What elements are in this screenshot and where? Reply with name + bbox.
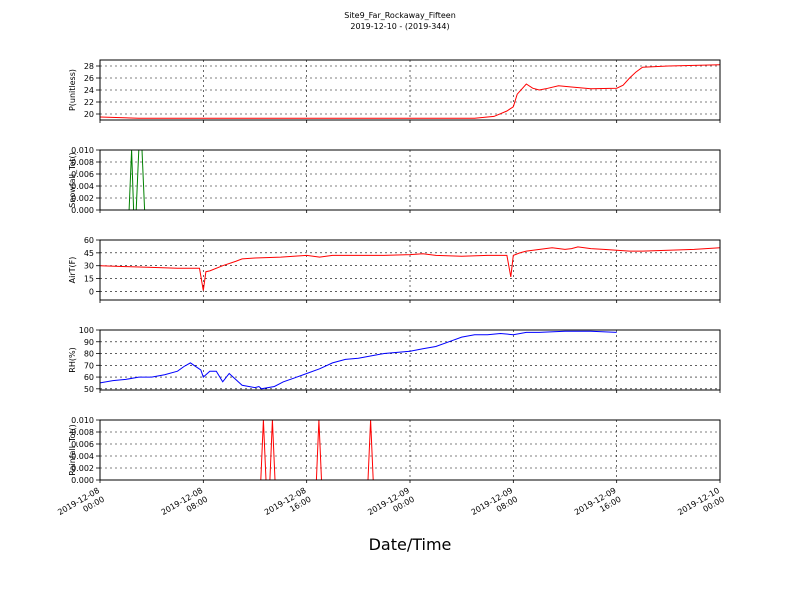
y-tick-label: 45 (84, 249, 94, 258)
y-tick-label: 0.000 (71, 206, 94, 215)
panel-3: 0 15 30 45 60 AirT(F) (68, 236, 721, 303)
panel-5: 0.000 0.002 0.004 0.006 0.008 0.010Rainfall_T… (68, 416, 721, 485)
x-tick-label: 2019-12-0908:00 (470, 486, 520, 526)
y-axis-label: RH(%) (68, 347, 77, 372)
y-tick-label: 28 (84, 62, 94, 71)
y-tick-label: 0.006 (71, 440, 94, 449)
y-tick-label: 80 (84, 350, 94, 359)
y-axis-label: Rainfall_Tot() (68, 424, 77, 476)
x-tick-label: 2019-12-1000:00 (676, 486, 726, 526)
chart-title: Site9_Far_Rockaway_Fifteen (344, 11, 456, 20)
y-tick-label: 0.008 (71, 158, 94, 167)
y-tick-label: 24 (84, 86, 94, 95)
x-tick-label: 2019-12-0916:00 (573, 486, 623, 526)
y-tick-label: 0.010 (71, 416, 94, 425)
chart-subtitle: 2019-12-10 - (2019-344) (350, 22, 449, 31)
y-tick-label: 22 (84, 98, 94, 107)
series-line (99, 246, 721, 291)
y-tick-label: 0.008 (71, 428, 94, 437)
y-axis-label: AirT(F) (68, 257, 77, 284)
y-tick-label: 70 (84, 361, 94, 370)
y-tick-label: 0.010 (71, 146, 94, 155)
y-tick-label: 0.002 (71, 194, 94, 203)
x-tick-label: 2019-12-0808:00 (160, 486, 210, 526)
series-line (99, 330, 617, 390)
y-tick-label: 0.000 (71, 476, 94, 485)
y-axis-label: P(unitless) (68, 69, 77, 111)
y-tick-label: 26 (84, 74, 94, 83)
y-axis-label: Snowfall_Tot() (68, 152, 77, 208)
y-tick-label: 0.004 (71, 452, 94, 461)
y-tick-label: 50 (84, 385, 94, 394)
panel-2: 0.000 0.002 0.004 0.006 0.008 0.010Snowfall_T… (68, 146, 721, 215)
y-tick-label: 0.006 (71, 170, 94, 179)
y-tick-label: 15 (84, 275, 94, 284)
y-tick-label: 100 (79, 326, 94, 335)
panel-4: 50 60 70 80 90 100 RH(%) (68, 326, 721, 394)
y-tick-label: 30 (84, 262, 94, 271)
x-tick-label: 2019-12-0800:00 (56, 486, 106, 526)
y-tick-label: 60 (84, 373, 94, 382)
panel-1: 20 22 24 26 28 P(unitless) (68, 59, 721, 123)
y-tick-label: 0.004 (71, 182, 94, 191)
x-tick-label: 2019-12-0816:00 (263, 486, 313, 526)
y-tick-label: 60 (84, 236, 94, 245)
y-tick-label: 90 (84, 338, 94, 347)
x-tick-label: 2019-12-0900:00 (366, 486, 416, 526)
y-tick-label: 0.002 (71, 464, 94, 473)
y-tick-label: 0 (89, 287, 94, 296)
x-axis-label: Date/Time (369, 535, 452, 554)
series-line (99, 64, 721, 119)
y-tick-label: 20 (84, 110, 94, 119)
